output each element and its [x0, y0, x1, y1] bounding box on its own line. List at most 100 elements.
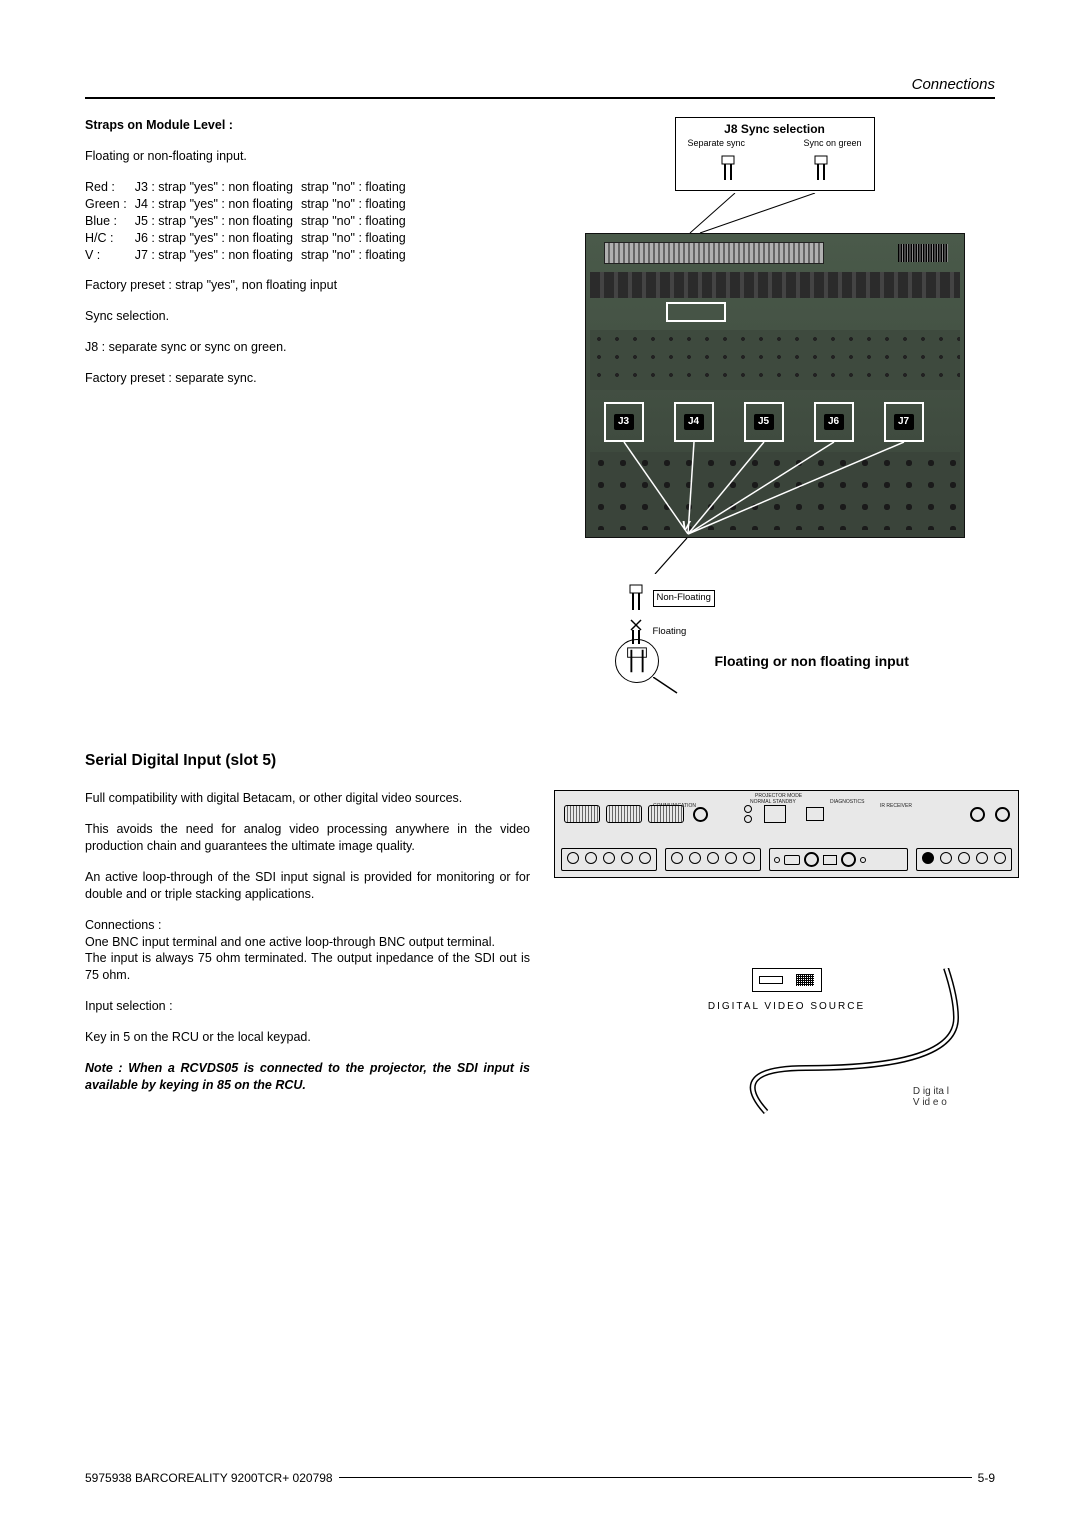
- bnc-filled-icon: [922, 852, 934, 864]
- footer-rule: [339, 1477, 972, 1478]
- svideo-icon: [784, 855, 800, 865]
- bnc-icon: [970, 807, 985, 822]
- bnc-icon: [707, 852, 719, 864]
- sdi-conn2: The input is always 75 ohm terminated. T…: [85, 950, 530, 984]
- j4-label: J4: [684, 414, 704, 430]
- footer-page-number: 5-9: [978, 1470, 995, 1486]
- table-row: Red :J3 : strap "yes" : non floatingstra…: [85, 179, 414, 196]
- jumper-icon: [811, 154, 831, 182]
- connection-diagram: D ig ita lV id e o DIGITAL VIDEO SOURCE: [554, 968, 1019, 1014]
- connector-icon: [823, 855, 837, 865]
- footer-left: 5975938 BARCOREALITY 9200TCR+ 020798: [85, 1470, 333, 1486]
- sdi-conn1: One BNC input terminal and one active lo…: [85, 934, 530, 951]
- jumper-closed-icon: [625, 584, 647, 612]
- sync-selection-line: Sync selection.: [85, 308, 530, 325]
- straps-heading: Straps on Module Level :: [85, 117, 530, 134]
- sdi-p1: Full compatibility with digital Betacam,…: [85, 790, 530, 807]
- table-row: V :J7 : strap "yes" : non floatingstrap …: [85, 247, 414, 264]
- bnc-icon: [743, 852, 755, 864]
- component-area: [590, 330, 960, 390]
- j8-title: J8 Sync selection: [682, 121, 868, 137]
- led-icon: [744, 805, 752, 813]
- sdi-insel: Key in 5 on the RCU or the local keypad.: [85, 1029, 530, 1046]
- device-slot-icon: [759, 976, 783, 984]
- bnc-icon: [725, 852, 737, 864]
- led-icon: [744, 815, 752, 823]
- floating-label: Floating: [653, 626, 687, 639]
- sdi-diagram-column: PROJECTOR MODE NORMAL STANDBY DIAGNOSTIC…: [554, 790, 1019, 1093]
- jumper-legend: Non-Floating Floating: [625, 584, 965, 646]
- board-to-legend-line: [585, 538, 965, 574]
- sdi-note: Note : When a RCVDS05 is connected to th…: [85, 1060, 530, 1094]
- table-row: Blue :J5 : strap "yes" : non floatingstr…: [85, 213, 414, 230]
- slot-bnc5: [916, 848, 1012, 871]
- factory-preset-1: Factory preset : strap "yes", non floati…: [85, 277, 530, 294]
- bnc-icon: [603, 852, 615, 864]
- pcb-board-wrap: J3 J4 J5 J6 J7 V: [585, 233, 965, 672]
- bnc-icon: [995, 807, 1010, 822]
- j7-label: J7: [894, 414, 914, 430]
- capacitor-row: [590, 272, 960, 298]
- switch-icon: [764, 805, 786, 823]
- sdi-text-column: Full compatibility with digital Betacam,…: [85, 790, 530, 1093]
- jumper-icon: [718, 154, 738, 182]
- bnc-icon: [585, 852, 597, 864]
- j8-leader-lines: [585, 193, 965, 233]
- j8-right-label: Sync on green: [803, 137, 861, 149]
- ir-receiver-icon: [806, 807, 824, 821]
- device-grille-icon: [796, 974, 814, 986]
- j8-highlight: [666, 302, 726, 322]
- led-icon: [860, 857, 866, 863]
- video-source-device: [752, 968, 822, 992]
- bnc-icon: [689, 852, 701, 864]
- sdi-p2: This avoids the need for analog video pr…: [85, 821, 530, 855]
- bnc-icon: [958, 852, 970, 864]
- fanout-lines: [586, 442, 966, 538]
- upper-section: Straps on Module Level : Floating or non…: [85, 117, 995, 671]
- bnc-icon: [567, 852, 579, 864]
- table-row: Green :J4 : strap "yes" : non floatingst…: [85, 196, 414, 213]
- slot-video: [769, 848, 908, 871]
- table-row: H/C :J6 : strap "yes" : non floatingstra…: [85, 230, 414, 247]
- db9-icon: [606, 805, 642, 823]
- input-selection-subhead: Input selection :: [85, 998, 530, 1015]
- tiny-label: IR RECEIVER: [880, 803, 912, 810]
- digital-video-source-label: DIGITAL VIDEO SOURCE: [554, 1000, 1019, 1014]
- bnc-icon: [976, 852, 988, 864]
- bnc-icon: [671, 852, 683, 864]
- connections-subhead: Connections :: [85, 917, 530, 934]
- bnc-icon: [639, 852, 651, 864]
- straps-text-column: Straps on Module Level : Floating or non…: [85, 117, 530, 671]
- j6-label: J6: [824, 414, 844, 430]
- db9-icon: [564, 805, 600, 823]
- sdi-heading: Serial Digital Input (slot 5): [85, 751, 995, 772]
- j8-line: J8 : separate sync or sync on green.: [85, 339, 530, 356]
- slot-bnc5: [665, 848, 761, 871]
- page-footer: 5975938 BARCOREALITY 9200TCR+ 020798 5-9: [85, 1470, 995, 1486]
- digital-video-label: D ig ita lV id e o: [913, 1086, 949, 1108]
- bnc-icon: [994, 852, 1006, 864]
- factory-preset-2: Factory preset : separate sync.: [85, 370, 530, 387]
- projector-back-panel: PROJECTOR MODE NORMAL STANDBY DIAGNOSTIC…: [554, 790, 1019, 878]
- j8-left-label: Separate sync: [688, 137, 746, 149]
- pcb-board: J3 J4 J5 J6 J7 V: [585, 233, 965, 538]
- bnc-filled-icon: [841, 852, 856, 867]
- straps-table: Red :J3 : strap "yes" : non floatingstra…: [85, 179, 414, 263]
- slot-bnc5: [561, 848, 657, 871]
- magnifier-icon: [615, 639, 659, 683]
- sdi-p3: An active loop-through of the SDI input …: [85, 869, 530, 903]
- bnc-icon: [940, 852, 952, 864]
- float-intro: Floating or non-floating input.: [85, 148, 530, 165]
- barcode-icon: [898, 244, 948, 262]
- header-rule: [85, 97, 995, 99]
- top-connector: [604, 242, 824, 264]
- db9-icon: [648, 805, 684, 823]
- bnc-icon: [621, 852, 633, 864]
- led-icon: [774, 857, 780, 863]
- j5-label: J5: [754, 414, 774, 430]
- board-column: J8 Sync selection Separate sync Sync on …: [554, 117, 995, 671]
- j8-sync-box: J8 Sync selection Separate sync Sync on …: [675, 117, 875, 190]
- page-header: Connections: [85, 75, 995, 95]
- non-floating-label: Non-Floating: [653, 590, 715, 607]
- sdi-section: Full compatibility with digital Betacam,…: [85, 790, 995, 1093]
